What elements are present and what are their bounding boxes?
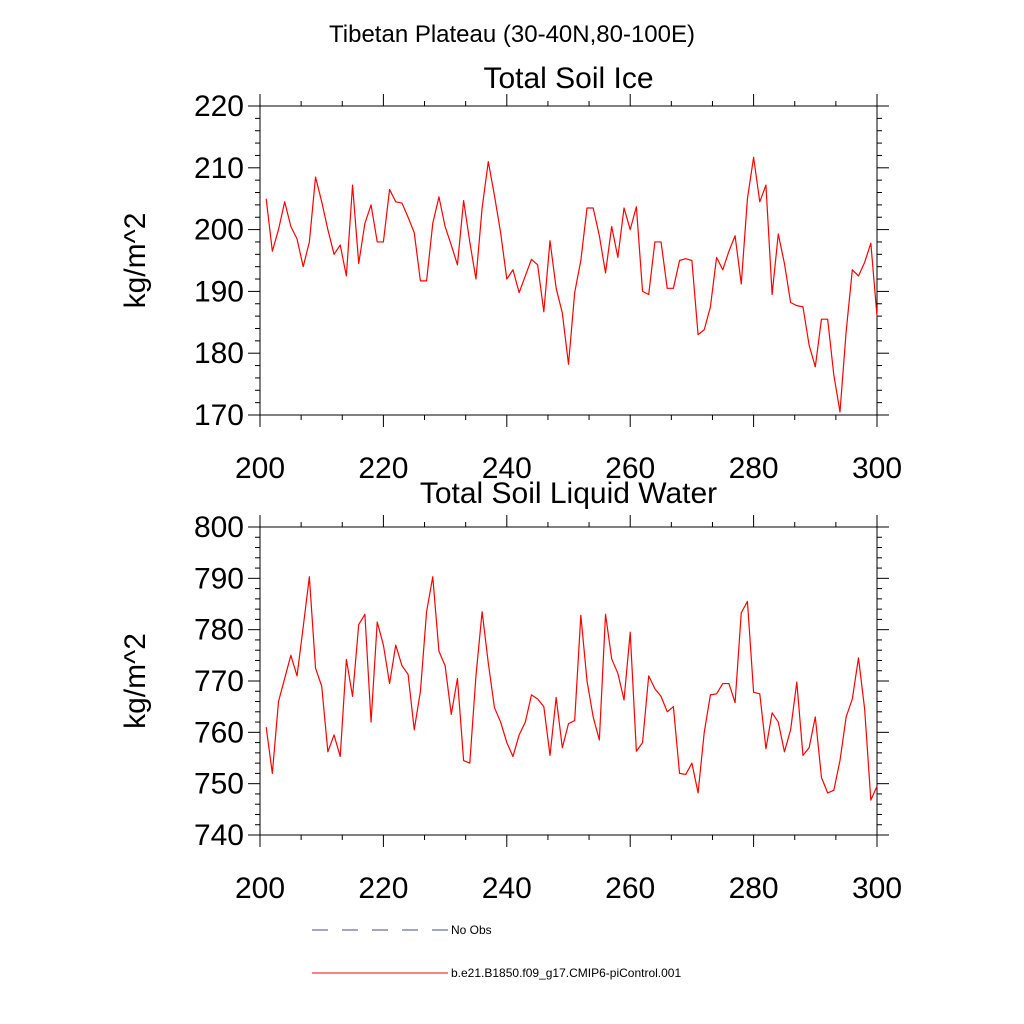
total-soil-ice-y-tick-label: 200 (194, 214, 244, 247)
total-soil-liquid-water-y-tick-label: 760 (194, 716, 244, 749)
total-soil-liquid-water-x-tick-label: 280 (729, 872, 779, 905)
panel-soil-liquid-water: 200 220 240 260 280 300 740 750 760 770 780 790 800 T… (119, 477, 902, 905)
total-soil-liquid-water-y-tick-label: 740 (194, 819, 244, 852)
total-soil-ice-y-tick-label: 220 (194, 90, 244, 123)
panel-soil-ice: 200 220 240 260 280 300 170 180 190 200 210 220 Tota… (119, 62, 902, 485)
total-soil-liquid-water-y-tick-label: 780 (194, 614, 244, 647)
total-soil-ice-y-axis-label: kg/m^2 (119, 213, 152, 309)
total-soil-liquid-water-plot-frame (259, 526, 878, 836)
total-soil-ice-x-tick-label: 260 (605, 452, 655, 485)
total-soil-ice-x-tick-label: 220 (358, 452, 408, 485)
total-soil-ice-x-tick-label: 300 (852, 452, 902, 485)
total-soil-liquid-water-y-tick-label: 770 (194, 665, 244, 698)
legend-model-label: b.e21.B1850.f09_g17.CMIP6-piControl.001 (451, 966, 681, 980)
total-soil-liquid-water-x-tick-label: 200 (235, 872, 285, 905)
total-soil-liquid-water-title: Total Soil Liquid Water (420, 477, 717, 510)
total-soil-ice-y-tick-label: 190 (194, 275, 244, 308)
total-soil-ice-series-line (265, 156, 878, 413)
total-soil-liquid-water-y-tick-label: 790 (194, 562, 244, 595)
total-soil-ice-title: Total Soil Ice (483, 62, 653, 95)
total-soil-liquid-water-x-tick-label: 260 (605, 872, 655, 905)
total-soil-ice-y-tick-label: 180 (194, 337, 244, 370)
figure-title: Tibetan Plateau (30-40N,80-100E) (329, 21, 695, 48)
total-soil-liquid-water-x-tick-label: 220 (358, 872, 408, 905)
legend: No Obs b.e21.B1850.f09_g17.CMIP6-piContr… (312, 923, 681, 980)
total-soil-ice-y-tick-label: 210 (194, 152, 244, 185)
total-soil-liquid-water-y-axis-label: kg/m^2 (119, 633, 152, 729)
total-soil-ice-plot-frame (259, 105, 878, 416)
legend-no-obs-label: No Obs (451, 923, 492, 937)
total-soil-ice-x-tick-label: 240 (482, 452, 532, 485)
total-soil-ice-x-tick-label: 280 (729, 452, 779, 485)
total-soil-liquid-water-y-tick-label: 800 (194, 511, 244, 544)
total-soil-liquid-water-y-tick-label: 750 (194, 768, 244, 801)
total-soil-liquid-water-x-tick-label: 300 (852, 872, 902, 905)
total-soil-ice-y-tick-label: 170 (194, 399, 244, 432)
total-soil-liquid-water-x-tick-label: 240 (482, 872, 532, 905)
total-soil-liquid-water-series-line (265, 576, 878, 801)
total-soil-ice-x-tick-label: 200 (235, 452, 285, 485)
